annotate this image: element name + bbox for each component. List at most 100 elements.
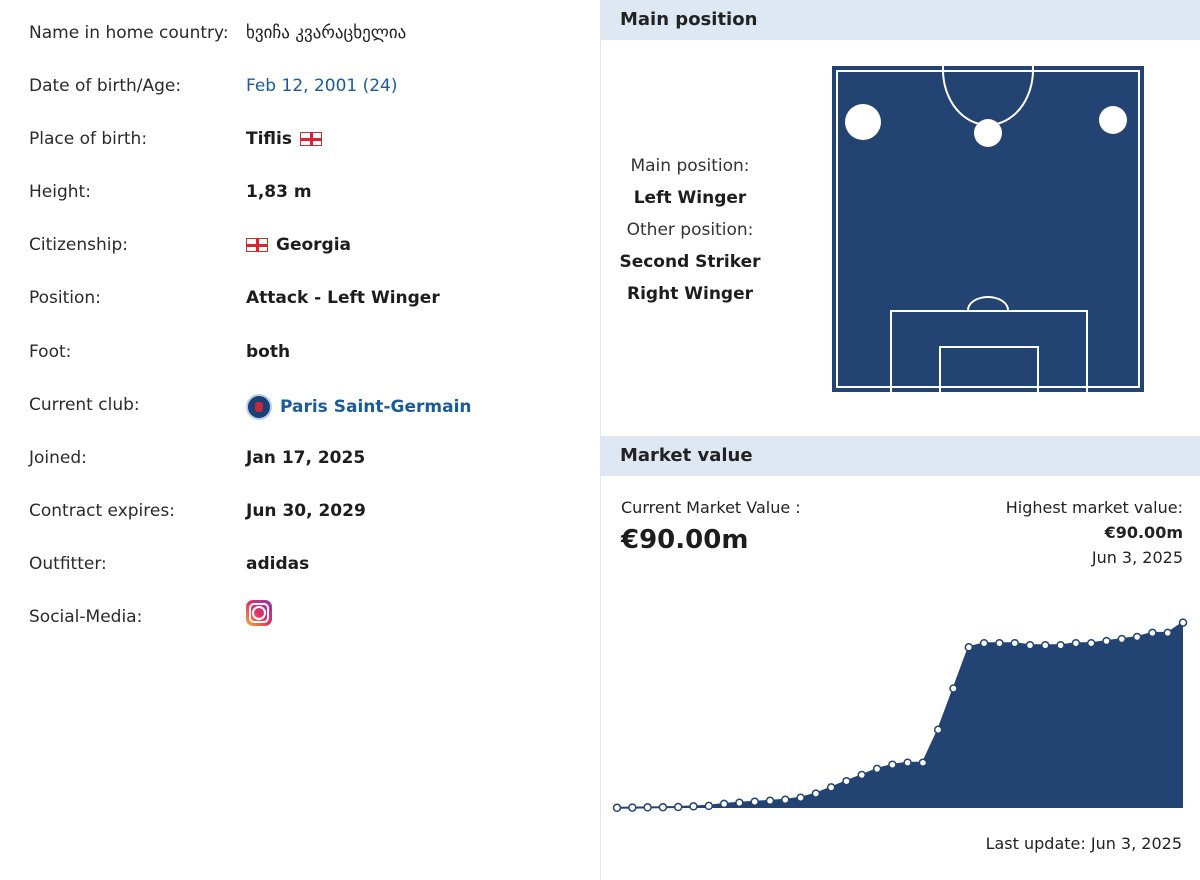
info-label: Joined: [29, 448, 87, 468]
current-market-value-label: Current Market Value : [621, 498, 801, 517]
main-position-value: Left Winger [633, 188, 747, 208]
other-position-marker [1099, 106, 1127, 134]
market-value-point[interactable] [1010, 638, 1019, 648]
info-row-home-name: Name in home country: ხვიჩა კვარაცხელია [0, 22, 600, 75]
market-value-point[interactable] [796, 793, 805, 802]
market-value-point[interactable] [949, 684, 958, 693]
foot-value: both [246, 342, 291, 362]
market-value-point[interactable] [811, 789, 821, 798]
market-value-point[interactable] [781, 795, 790, 805]
player-info-table: Name in home country: ხვიჩა კვარაცხელია … [0, 22, 600, 659]
last-update: Last update: Jun 3, 2025 [985, 834, 1182, 853]
height-value: 1,83 m [246, 182, 312, 202]
joined-value: Jan 17, 2025 [246, 448, 366, 468]
info-label: Height: [29, 182, 91, 202]
psg-crest-icon[interactable] [246, 394, 272, 420]
market-value-point[interactable] [704, 801, 714, 811]
market-value-point[interactable] [918, 758, 928, 767]
pitch-goal-area [939, 346, 1039, 392]
georgia-flag-icon [246, 238, 268, 252]
info-row-social: Social-Media: [0, 600, 600, 659]
market-value-point[interactable] [1025, 641, 1035, 650]
market-value-point[interactable] [1178, 618, 1188, 627]
market-value-point[interactable] [719, 799, 729, 809]
info-row-foot: Foot: both [0, 341, 600, 394]
info-row-position: Position: Attack - Left Winger [0, 287, 600, 340]
market-value-point[interactable] [842, 776, 851, 786]
highest-market-value-date: Jun 3, 2025 [1091, 548, 1183, 567]
club-name[interactable]: Paris Saint-Germain [280, 397, 472, 417]
info-row-joined: Joined: Jan 17, 2025 [0, 447, 600, 500]
market-value-point[interactable] [903, 758, 912, 767]
info-label: Current club: [29, 395, 140, 415]
current-market-value: €90.00m [621, 525, 749, 555]
dob-link[interactable]: Feb 12, 2001 (24) [246, 76, 398, 96]
market-value-point[interactable] [1117, 634, 1127, 644]
market-value-point[interactable] [1102, 636, 1111, 646]
info-label: Social-Media: [29, 607, 143, 627]
info-label: Outfitter: [29, 554, 107, 574]
market-value-point[interactable] [1086, 638, 1096, 648]
market-value-point[interactable] [1056, 641, 1065, 650]
info-row-dob: Date of birth/Age: Feb 12, 2001 (24) [0, 75, 600, 128]
info-label: Date of birth/Age: [29, 76, 182, 96]
market-value-point[interactable] [933, 725, 943, 734]
other-position-value: Right Winger [627, 284, 753, 304]
instagram-icon[interactable] [246, 600, 272, 626]
main-position-label: Main position: [630, 156, 750, 176]
market-value-point[interactable] [673, 802, 683, 812]
market-value-point[interactable] [628, 803, 637, 812]
market-value-area [617, 622, 1183, 808]
market-value-point[interactable] [872, 764, 882, 774]
birthplace-value: Tiflis [246, 128, 322, 150]
main-position-header: Main position [601, 0, 1200, 40]
market-value-point[interactable] [1132, 632, 1142, 642]
position-pitch-diagram [832, 66, 1144, 392]
info-label: Contract expires: [29, 501, 175, 521]
column-divider [600, 0, 601, 880]
market-value-point[interactable] [765, 796, 775, 806]
market-value-point[interactable] [750, 797, 759, 807]
highest-market-value-label: Highest market value: [1005, 498, 1183, 517]
outfitter-value: adidas [246, 554, 310, 574]
citizenship-text: Georgia [276, 235, 352, 255]
social-links [246, 600, 272, 626]
info-row-birthplace: Place of birth: Tiflis [0, 128, 600, 181]
market-value-point[interactable] [826, 783, 836, 792]
citizenship-value: Georgia [246, 234, 351, 256]
market-value-point[interactable] [689, 802, 698, 811]
info-row-contract: Contract expires: Jun 30, 2029 [0, 500, 600, 553]
info-label: Citizenship: [29, 235, 129, 255]
info-row-citizenship: Citizenship: Georgia [0, 234, 600, 287]
info-label: Foot: [29, 342, 72, 362]
home-country-name: ხვიჩა კვარაცხელია [246, 23, 407, 43]
market-value-point[interactable] [1148, 628, 1157, 638]
contract-value: Jun 30, 2029 [246, 501, 366, 521]
market-value-point[interactable] [964, 643, 974, 652]
market-value-point[interactable] [1041, 641, 1050, 650]
info-row-height: Height: 1,83 m [0, 181, 600, 234]
market-value-header: Market value [601, 436, 1200, 476]
other-position-label: Other position: [626, 220, 754, 240]
market-value-chart[interactable] [601, 590, 1200, 830]
market-value-point[interactable] [735, 798, 744, 808]
market-value-point[interactable] [658, 802, 668, 812]
position-summary: Main position: Left Winger Other positio… [601, 150, 779, 310]
info-row-club: Current club: Paris Saint-Germain [0, 394, 600, 447]
info-label: Position: [29, 288, 101, 308]
market-value-point[interactable] [857, 770, 867, 780]
other-position-marker [974, 119, 1002, 147]
current-club-link[interactable]: Paris Saint-Germain [246, 394, 472, 420]
market-value-point[interactable] [643, 803, 652, 812]
market-value-point[interactable] [1163, 628, 1172, 638]
info-label: Name in home country: [29, 23, 229, 43]
market-value-point[interactable] [979, 638, 989, 648]
market-value-point[interactable] [612, 803, 622, 813]
other-position-value: Second Striker [619, 252, 761, 272]
info-row-outfitter: Outfitter: adidas [0, 553, 600, 606]
info-label: Place of birth: [29, 129, 148, 149]
market-value-point[interactable] [888, 760, 897, 769]
position-value: Attack - Left Winger [246, 288, 440, 308]
market-value-point[interactable] [1071, 638, 1081, 648]
market-value-point[interactable] [995, 638, 1004, 648]
